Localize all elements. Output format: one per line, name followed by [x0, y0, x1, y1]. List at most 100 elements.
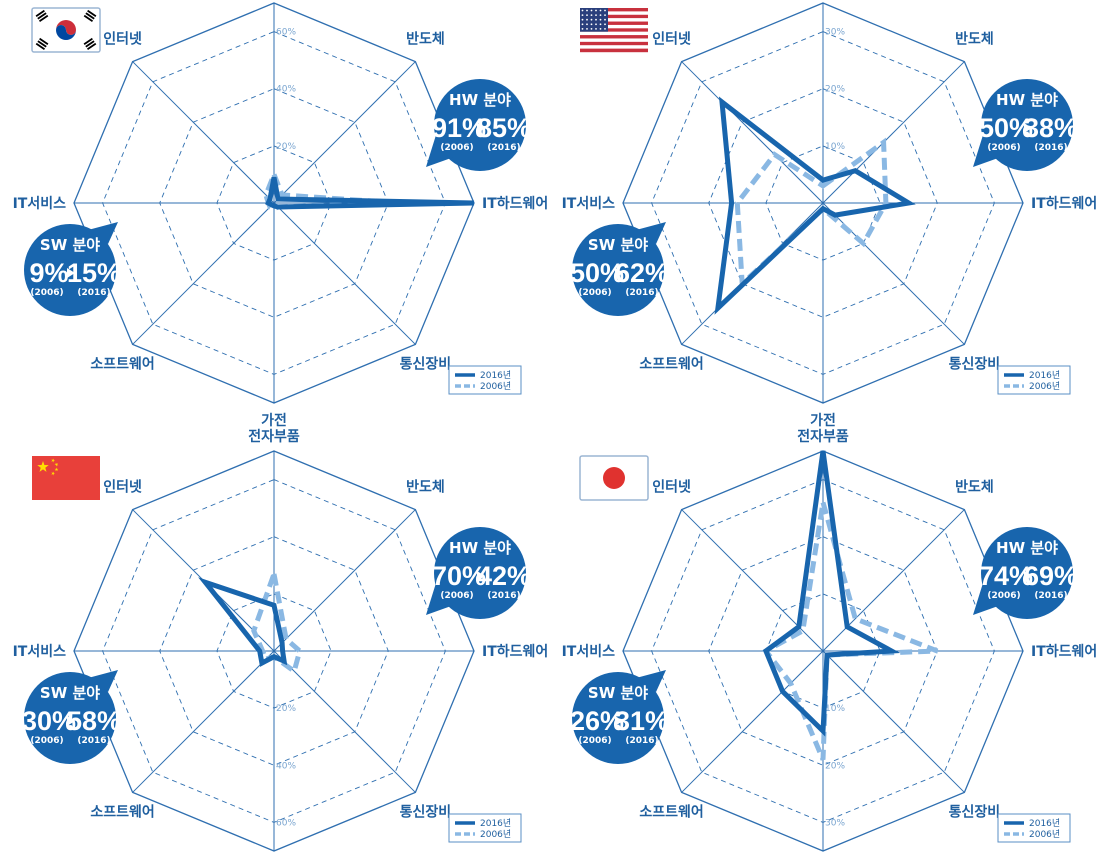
trigram [35, 37, 49, 50]
flag-star [604, 14, 606, 16]
flag-stripe [580, 41, 648, 46]
tick-label: 20% [276, 142, 296, 152]
flag-star [599, 18, 602, 21]
series-2016-line [762, 450, 901, 737]
badge-from-year: (2006) [987, 143, 1020, 153]
grid-spoke [273, 61, 416, 204]
axis-label: IT서비스 [13, 196, 67, 212]
badge-to-value: 42% [477, 561, 531, 591]
badge-to-value: 31% [615, 706, 669, 736]
badge-title: SW 분야 [40, 236, 100, 254]
flag-sun [603, 467, 625, 489]
grid-spoke [681, 650, 824, 793]
flag-star [604, 18, 606, 21]
axis-label: 소프트웨어 [639, 355, 703, 372]
axis-label: 반도체 [406, 479, 445, 496]
badge-tail [636, 670, 666, 692]
badge-tail [426, 583, 454, 615]
badge-to-year: (2016) [487, 591, 520, 601]
flag-star [599, 28, 602, 30]
grid-spoke [273, 509, 416, 652]
badge-to-year: (2016) [77, 736, 110, 746]
badge-title: SW 분야 [588, 236, 648, 254]
flag-star [581, 14, 584, 16]
badge-to-year: (2016) [77, 288, 110, 298]
china-flag [32, 456, 100, 500]
grid-spoke [273, 650, 416, 793]
axis-label: 전자부품 [797, 428, 849, 445]
badge-to-year: (2016) [487, 143, 520, 153]
axis-label: IT서비스 [562, 196, 616, 212]
tick-label: 20% [825, 85, 845, 95]
badge-to-value: 85% [477, 113, 531, 143]
tick-label: 40% [276, 761, 296, 771]
badge-from-year: (2006) [987, 591, 1020, 601]
flag-stripe [580, 28, 648, 32]
badge-to-year: (2016) [625, 288, 658, 298]
badge-from-year: (2006) [440, 143, 473, 153]
korea-flag [31, 7, 101, 53]
flag-star [51, 458, 55, 463]
trigram-bar [85, 40, 95, 48]
axis-label: IT하드웨어 [1031, 195, 1097, 212]
flag-stripe [580, 8, 648, 12]
legend-label-2006: 2006년 [480, 829, 511, 840]
legend-box [448, 813, 522, 843]
tick-label: 10% [825, 142, 845, 152]
grid-spoke [132, 202, 275, 345]
flag-star [581, 23, 584, 26]
legend-label-2006: 2006년 [1029, 829, 1060, 840]
flag-stripe [580, 11, 648, 15]
flag-star [595, 23, 597, 26]
grid-spoke [681, 61, 824, 204]
tick-label: 60% [276, 28, 296, 38]
axis-label: 소프트웨어 [639, 803, 703, 820]
grid-spoke [822, 650, 965, 793]
trigram-bar [87, 9, 97, 17]
legend-label-2006: 2006년 [480, 381, 511, 392]
flag-stripe [580, 31, 648, 36]
axis-label: 소프트웨어 [90, 355, 154, 372]
legend-box [997, 365, 1071, 395]
badge-to-value: 62% [615, 258, 669, 288]
series-2006-line [734, 137, 889, 290]
radar-panel-china: 20%40%60%전자부품반도체IT하드웨어통신장비가전소프트웨어IT서비스인터… [13, 428, 548, 852]
flag-star [581, 9, 584, 12]
taegeuk-blue [56, 25, 76, 40]
tick-label: 10% [825, 704, 845, 714]
flag-background [32, 456, 100, 500]
flag-stripe [580, 21, 648, 26]
arrow-icon [1024, 123, 1032, 133]
badge-from-year: (2006) [30, 736, 63, 746]
arrow-icon [477, 123, 485, 133]
grid-spoke [132, 650, 275, 793]
grid-spoke [822, 61, 965, 204]
radar-panel-usa: 10%20%30%전자부품반도체IT하드웨어통신장비가전소프트웨어IT서비스인터… [562, 2, 1097, 429]
axis-label: 가전 [810, 412, 836, 429]
axis-label: IT서비스 [13, 644, 67, 660]
trigram-bar [86, 42, 97, 50]
tick-label: 20% [825, 761, 845, 771]
flag-star [595, 9, 597, 12]
flag-star [37, 461, 49, 472]
badge-title: HW 분야 [449, 91, 511, 109]
badge-to-year: (2016) [1034, 591, 1067, 601]
flag-star [590, 23, 593, 26]
badge-title: HW 분야 [996, 91, 1058, 109]
trigram [83, 9, 97, 22]
tick-label: 30% [825, 28, 845, 38]
flag-star [599, 9, 602, 12]
taegeuk-red [56, 20, 76, 35]
badge-title: SW 분야 [588, 684, 648, 702]
flag-star [604, 23, 606, 26]
badge-to-value: 58% [67, 706, 121, 736]
badge-from-year: (2006) [440, 591, 473, 601]
legend-box [448, 365, 522, 395]
flag-star [54, 467, 59, 472]
flag-star [586, 28, 588, 30]
badge-from-year: (2006) [578, 736, 611, 746]
axis-label: 반도체 [406, 31, 445, 48]
badge-to-year: (2016) [625, 736, 658, 746]
